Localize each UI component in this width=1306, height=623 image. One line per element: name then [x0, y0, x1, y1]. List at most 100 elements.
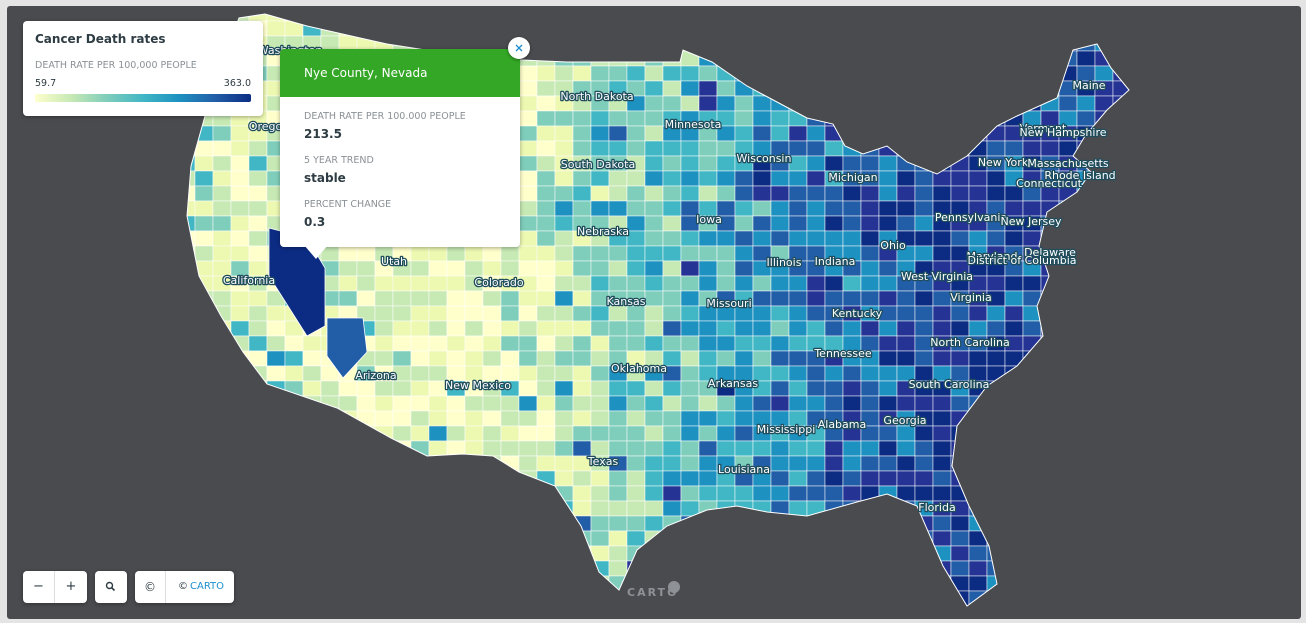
county — [590, 470, 610, 487]
county — [518, 410, 538, 427]
county — [194, 335, 214, 352]
county — [986, 485, 1006, 502]
country-outline — [186, 13, 1130, 607]
county — [248, 140, 268, 157]
county — [320, 14, 340, 22]
county — [536, 185, 556, 202]
zoom-out-button[interactable]: − — [23, 571, 55, 603]
county — [644, 35, 664, 52]
county — [698, 65, 718, 82]
state-label: North Dakota — [560, 90, 633, 103]
county — [338, 14, 358, 22]
county — [338, 260, 358, 277]
county — [1040, 305, 1060, 322]
county — [698, 530, 718, 547]
county — [716, 50, 736, 67]
county — [896, 155, 916, 172]
county — [950, 515, 970, 532]
map-canvas[interactable]: WashingtonOregonCaliforniaUtahArizonaNew… — [7, 6, 1301, 619]
county — [734, 80, 754, 97]
county — [950, 545, 970, 562]
county — [590, 110, 610, 127]
county — [644, 200, 664, 217]
county — [644, 95, 664, 112]
county — [302, 530, 322, 547]
county — [187, 335, 196, 352]
county — [518, 20, 538, 37]
county — [284, 590, 304, 606]
zoom-in-button[interactable]: + — [65, 579, 77, 594]
county — [1040, 320, 1060, 337]
county — [482, 575, 502, 592]
state-label: New York — [978, 156, 1029, 169]
county — [1058, 35, 1078, 52]
watermark: CARTO — [627, 586, 679, 599]
county — [842, 230, 862, 247]
info-button[interactable]: © — [135, 571, 166, 603]
county — [536, 545, 556, 562]
county — [644, 170, 664, 187]
county — [500, 500, 520, 517]
county — [860, 125, 880, 142]
county — [518, 455, 538, 472]
county — [716, 140, 736, 157]
county — [788, 95, 808, 112]
search-button[interactable] — [95, 571, 127, 603]
county — [680, 470, 700, 487]
county — [284, 530, 304, 547]
county — [554, 185, 574, 202]
county — [986, 170, 1006, 187]
county — [824, 200, 844, 217]
county — [1112, 20, 1129, 37]
county — [662, 95, 682, 112]
county — [187, 275, 196, 292]
county — [212, 350, 232, 367]
county — [752, 50, 772, 67]
county — [302, 425, 322, 442]
county — [1131, 6, 1149, 21]
county — [950, 14, 970, 22]
county — [626, 170, 646, 187]
county — [626, 500, 646, 517]
county — [1112, 14, 1129, 22]
county — [1022, 65, 1042, 82]
county — [716, 155, 736, 172]
county — [230, 245, 250, 262]
county — [770, 485, 790, 502]
county — [500, 20, 520, 37]
county — [518, 440, 538, 457]
county — [392, 395, 412, 412]
state-label: Tennessee — [813, 347, 872, 360]
county — [464, 605, 484, 606]
county — [842, 545, 862, 562]
county — [320, 455, 340, 472]
search-icon — [105, 581, 116, 592]
attribution-link[interactable]: CARTO — [190, 581, 225, 592]
county — [734, 575, 754, 592]
county — [572, 170, 592, 187]
county — [662, 260, 682, 277]
county — [1040, 290, 1060, 307]
county — [536, 155, 556, 172]
county — [806, 80, 826, 97]
county — [824, 155, 844, 172]
county — [824, 395, 844, 412]
state-label: Indiana — [815, 255, 856, 268]
close-button[interactable] — [508, 37, 530, 59]
county — [1076, 305, 1096, 322]
county — [878, 35, 898, 52]
county — [1076, 455, 1096, 472]
county — [1094, 215, 1114, 232]
county — [428, 410, 448, 427]
county — [662, 410, 682, 427]
county — [1040, 455, 1060, 472]
county — [986, 350, 1006, 367]
county — [878, 335, 898, 352]
county — [1076, 20, 1096, 37]
county — [1040, 560, 1060, 577]
county — [752, 545, 772, 562]
county — [482, 245, 502, 262]
map[interactable]: WashingtonOregonCaliforniaUtahArizonaNew… — [7, 6, 1301, 619]
county — [968, 185, 988, 202]
county — [572, 125, 592, 142]
